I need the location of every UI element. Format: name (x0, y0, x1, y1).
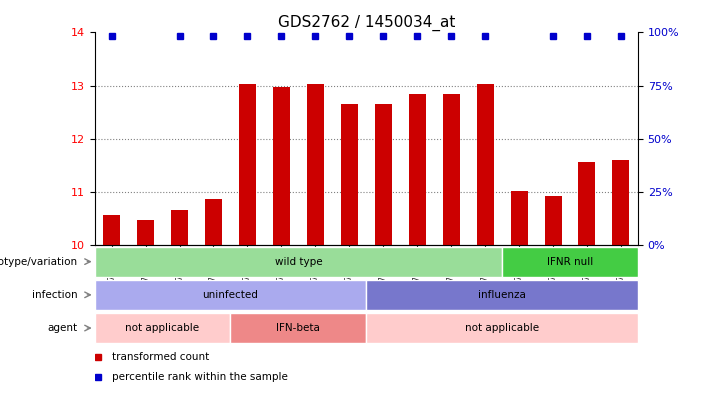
Bar (95, 280, 366, 310)
Bar (307, 85, 324, 245)
Text: not applicable: not applicable (125, 323, 200, 333)
Text: IFNR null: IFNR null (547, 257, 593, 266)
Text: influenza: influenza (478, 290, 526, 300)
Bar (375, 104, 392, 245)
Text: percentile rank within the sample: percentile rank within the sample (112, 372, 288, 382)
Title: GDS2762 / 1450034_at: GDS2762 / 1450034_at (278, 15, 455, 31)
Bar (231, 313, 367, 343)
Text: genotype/variation: genotype/variation (0, 257, 78, 266)
Bar (95, 313, 231, 343)
Bar (103, 215, 120, 245)
Bar (510, 191, 528, 245)
Bar (366, 280, 638, 310)
Bar (137, 220, 154, 245)
Text: transformed count: transformed count (112, 352, 209, 362)
Bar (95, 247, 502, 277)
Bar (205, 199, 222, 245)
Bar (341, 104, 358, 245)
Bar (502, 247, 638, 277)
Bar (545, 196, 562, 245)
Text: not applicable: not applicable (465, 323, 539, 333)
Bar (409, 94, 426, 245)
Bar (273, 87, 290, 245)
Bar (578, 162, 595, 245)
Text: uninfected: uninfected (203, 290, 259, 300)
Bar (366, 313, 638, 343)
Bar (442, 94, 460, 245)
Text: wild type: wild type (275, 257, 322, 266)
Bar (613, 160, 629, 245)
Bar (239, 85, 256, 245)
Text: infection: infection (32, 290, 78, 300)
Text: agent: agent (48, 323, 78, 333)
Bar (477, 85, 494, 245)
Text: IFN-beta: IFN-beta (276, 323, 320, 333)
Bar (171, 211, 188, 245)
